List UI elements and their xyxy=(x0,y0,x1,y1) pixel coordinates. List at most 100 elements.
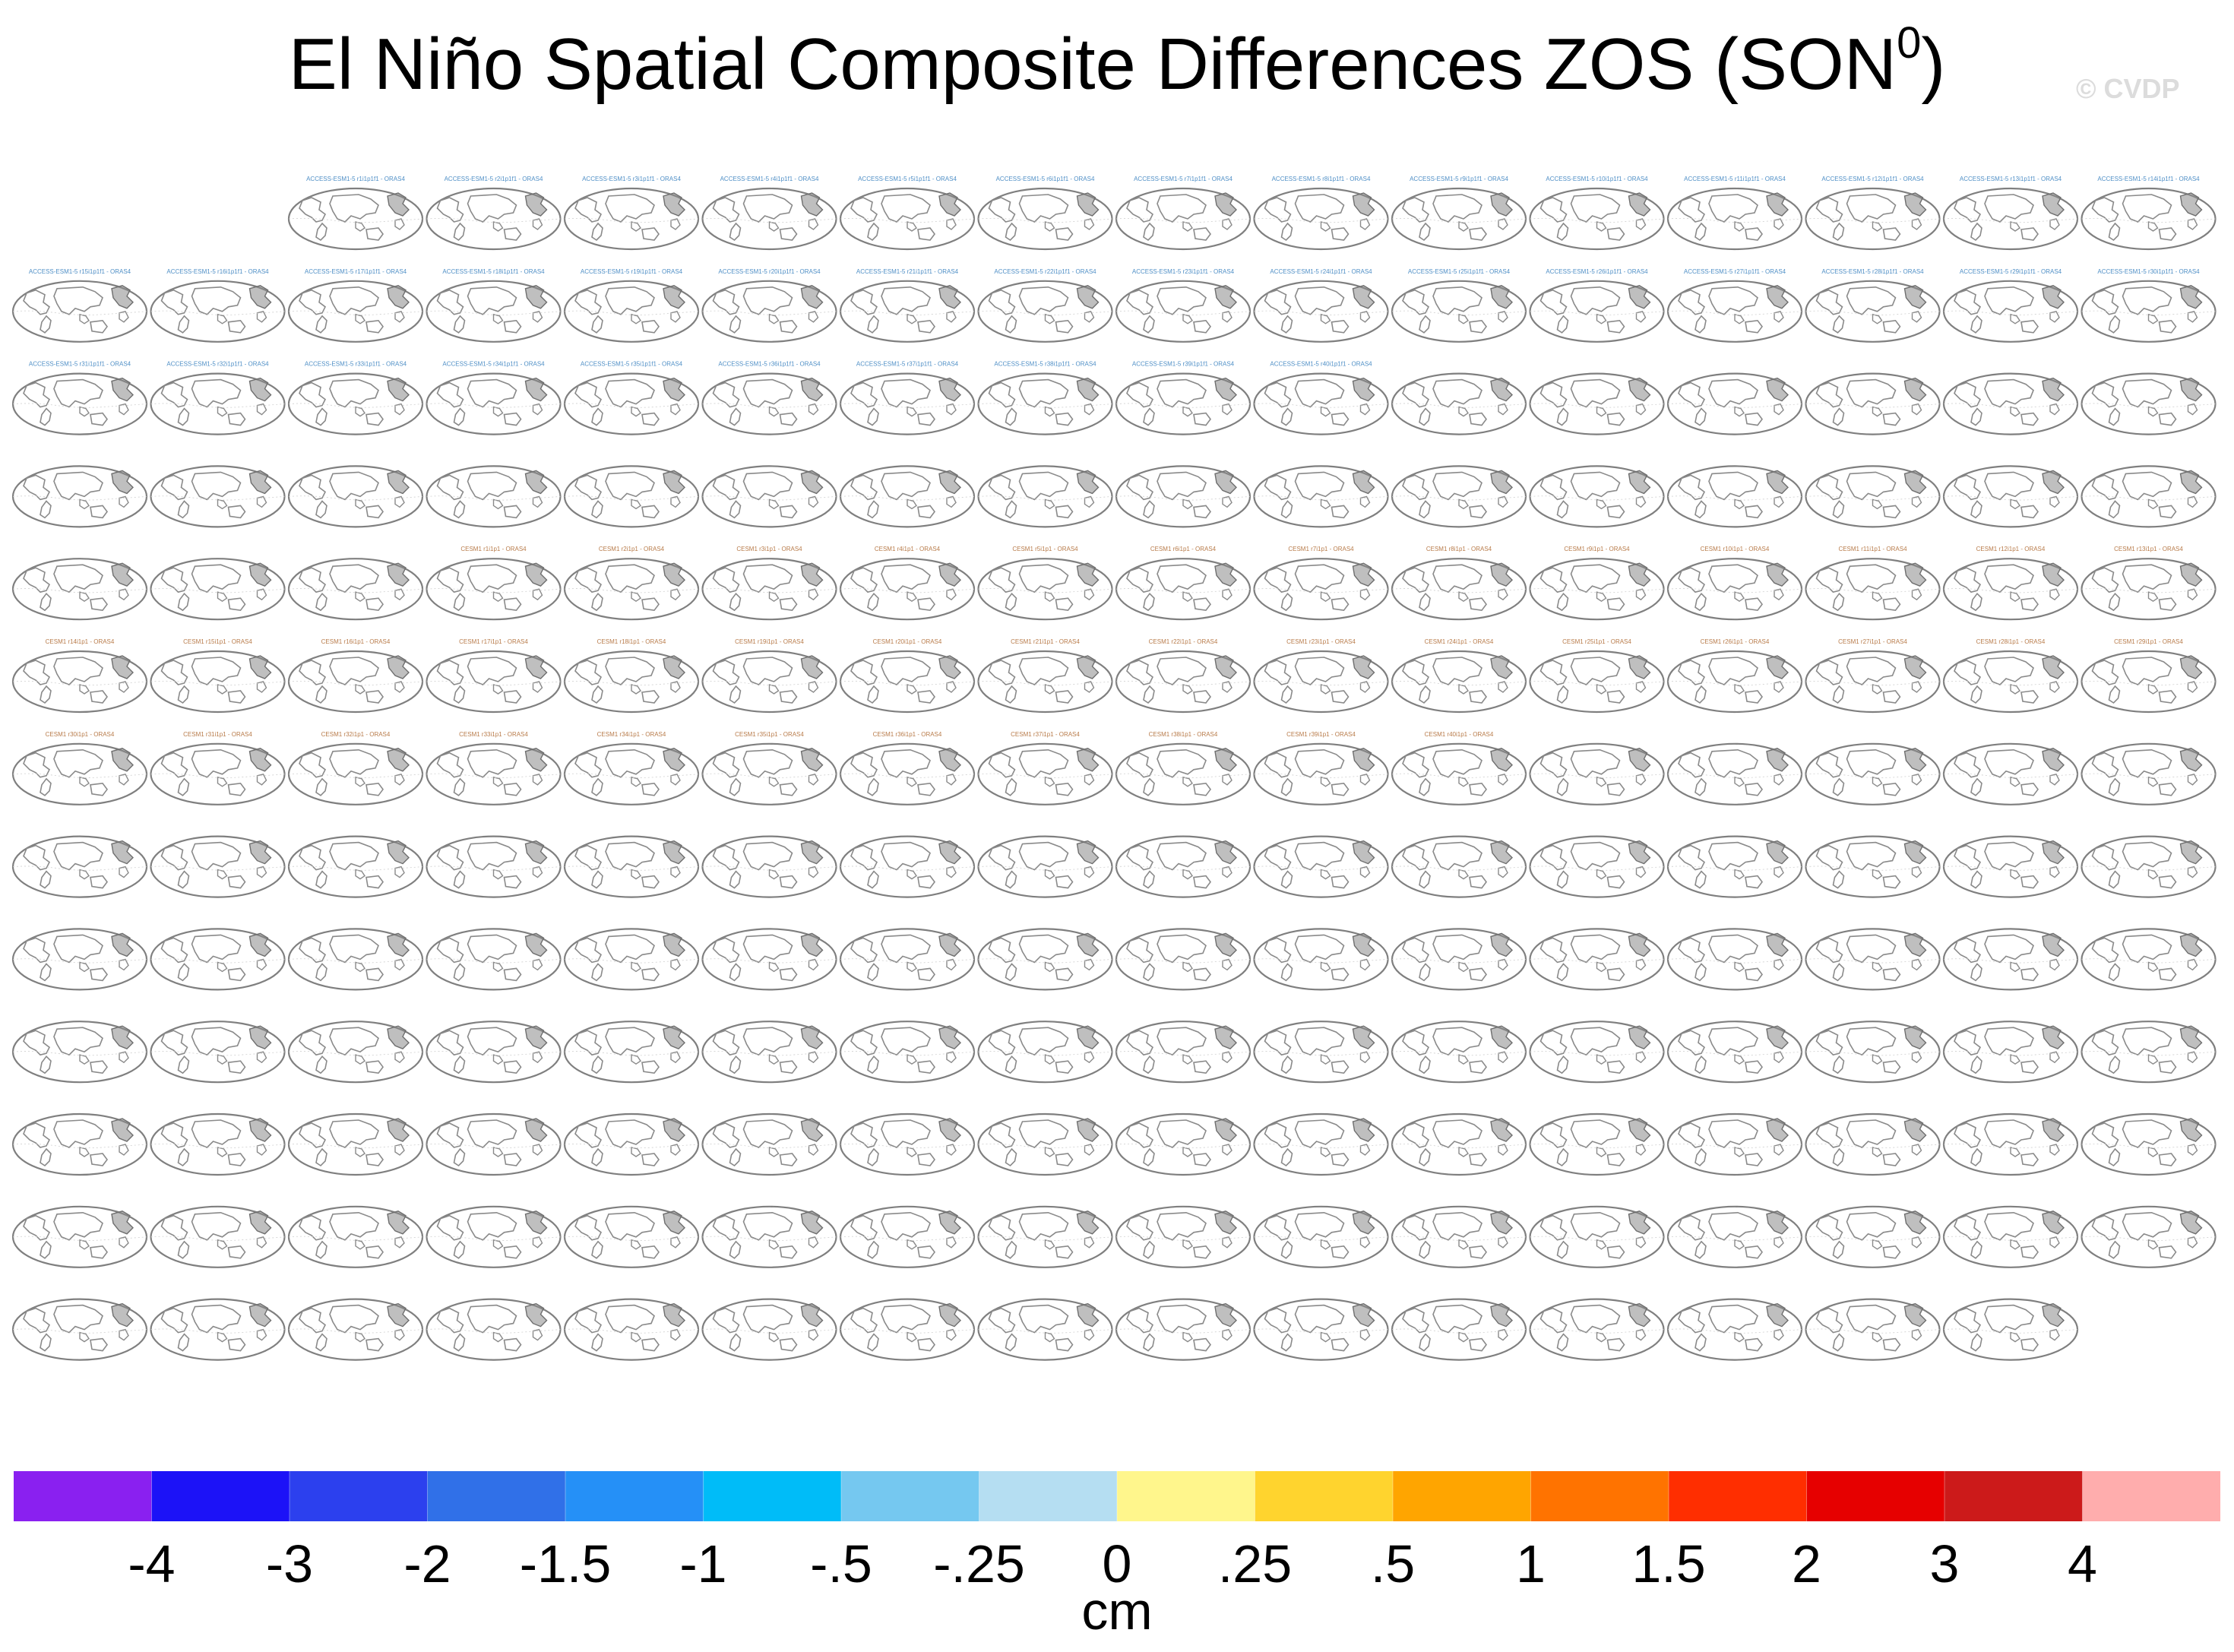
map-panel xyxy=(1391,1298,1527,1361)
map-panel xyxy=(150,1021,286,1084)
world-map-outline xyxy=(1942,1298,2079,1361)
world-map-outline xyxy=(287,928,424,991)
world-map-outline xyxy=(1666,742,1803,805)
world-map-outline xyxy=(701,280,837,343)
map-panel: CESM1 r6i1p1 - ORAS4 xyxy=(1115,546,1251,621)
panel-label: ACCESS-ESM1-5 r24i1p1f1 - ORAS4 xyxy=(1270,268,1372,275)
panel-label: CESM1 r39i1p1 - ORAS4 xyxy=(1286,731,1356,738)
map-panel xyxy=(563,1021,700,1084)
world-map-outline xyxy=(11,650,148,714)
world-map-outline xyxy=(1666,558,1803,621)
world-map-outline xyxy=(1253,1112,1389,1176)
map-panel xyxy=(1115,1021,1251,1084)
map-panel xyxy=(977,465,1113,528)
colorbar-bin xyxy=(1255,1471,1394,1521)
world-map-outline xyxy=(839,1298,976,1361)
world-map-outline xyxy=(1666,1021,1803,1084)
panel-label: ACCESS-ESM1-5 r36i1p1f1 - ORAS4 xyxy=(718,361,821,368)
map-panel xyxy=(426,1298,562,1361)
map-panel xyxy=(563,928,700,991)
map-panel xyxy=(701,835,837,898)
map-panel xyxy=(1666,1021,1803,1084)
map-panel: CESM1 r30i1p1 - ORAS4 xyxy=(11,731,148,805)
map-panel xyxy=(11,928,148,991)
world-map-outline xyxy=(1529,465,1665,528)
map-panel xyxy=(839,1298,976,1361)
map-panel: ACCESS-ESM1-5 r3i1p1f1 - ORAS4 xyxy=(563,176,700,251)
map-panel xyxy=(1529,1021,1665,1084)
map-panel xyxy=(1253,1298,1389,1361)
world-map-outline xyxy=(1253,1021,1389,1084)
world-map-outline xyxy=(150,465,286,528)
world-map-outline xyxy=(11,1112,148,1176)
world-map-outline xyxy=(1529,1112,1665,1176)
map-panel xyxy=(150,465,286,528)
world-map-outline xyxy=(1529,1021,1665,1084)
world-map-outline xyxy=(839,558,976,621)
world-map-outline xyxy=(2081,187,2217,251)
map-panel xyxy=(1391,372,1527,435)
map-panel: CESM1 r31i1p1 - ORAS4 xyxy=(150,731,286,805)
map-panel: CESM1 r32i1p1 - ORAS4 xyxy=(287,731,424,805)
world-map-outline xyxy=(1391,1021,1527,1084)
world-map-outline xyxy=(287,465,424,528)
map-panel: CESM1 r38i1p1 - ORAS4 xyxy=(1115,731,1251,805)
title-superscript: 0 xyxy=(1897,18,1922,68)
panel-row: ACCESS-ESM1-5 r31i1p1f1 - ORAS4 ACCESS-ES… xyxy=(11,361,2217,435)
world-map-outline xyxy=(1391,1298,1527,1361)
map-panel: ACCESS-ESM1-5 r39i1p1f1 - ORAS4 xyxy=(1115,361,1251,435)
colorbar-tick-label: 4 xyxy=(2068,1534,2097,1593)
world-map-outline xyxy=(1942,372,2079,435)
world-map-outline xyxy=(1253,1298,1389,1361)
world-map-outline xyxy=(1805,835,1941,898)
map-panel xyxy=(1942,1112,2079,1176)
panel-row xyxy=(11,465,2217,528)
world-map-outline xyxy=(1942,835,2079,898)
world-map-outline xyxy=(150,1298,286,1361)
world-map-outline xyxy=(977,835,1113,898)
colorbar-units: cm xyxy=(1081,1581,1153,1641)
world-map-outline xyxy=(11,372,148,435)
map-panel: CESM1 r21i1p1 - ORAS4 xyxy=(977,638,1113,714)
map-panel xyxy=(426,928,562,991)
world-map-outline xyxy=(1391,187,1527,251)
map-panel xyxy=(287,465,424,528)
world-map-outline xyxy=(287,372,424,435)
map-panel xyxy=(1391,928,1527,991)
colorbar-tick-label: 3 xyxy=(1929,1534,1960,1593)
colorbar-bin xyxy=(1393,1471,1531,1521)
map-panel: ACCESS-ESM1-5 r27i1p1f1 - ORAS4 xyxy=(1666,268,1803,343)
panel-label: ACCESS-ESM1-5 r19i1p1f1 - ORAS4 xyxy=(581,268,683,275)
world-map-outline xyxy=(839,1205,976,1268)
map-panel xyxy=(1529,1298,1665,1361)
map-panel: CESM1 r18i1p1 - ORAS4 xyxy=(563,638,700,714)
world-map-outline xyxy=(1805,650,1941,714)
world-map-outline xyxy=(1805,372,1941,435)
world-map-outline xyxy=(1115,928,1251,991)
map-panel xyxy=(1942,928,2079,991)
world-map-outline xyxy=(839,742,976,805)
map-panel: CESM1 r13i1p1 - ORAS4 xyxy=(2081,546,2217,621)
world-map-outline xyxy=(11,1298,148,1361)
colorbar-tick-label: -3 xyxy=(265,1534,314,1593)
world-map-outline xyxy=(563,742,700,805)
colorbar-tick-label: -2 xyxy=(403,1534,451,1593)
map-panel xyxy=(1253,1112,1389,1176)
watermark: © CVDP xyxy=(2076,73,2180,104)
world-map-outline xyxy=(426,928,562,991)
panel-label: ACCESS-ESM1-5 r38i1p1f1 - ORAS4 xyxy=(994,361,1096,368)
map-panel: ACCESS-ESM1-5 r2i1p1f1 - ORAS4 xyxy=(426,176,562,251)
map-panel xyxy=(701,928,837,991)
world-map-outline xyxy=(11,558,148,621)
panel-label: ACCESS-ESM1-5 r31i1p1f1 - ORAS4 xyxy=(29,361,131,368)
map-panel xyxy=(839,1021,976,1084)
panel-label: CESM1 r31i1p1 - ORAS4 xyxy=(183,731,252,738)
world-map-outline xyxy=(287,1298,424,1361)
map-panel xyxy=(839,1205,976,1268)
map-panel xyxy=(11,1205,148,1268)
map-panel: ACCESS-ESM1-5 r32i1p1f1 - ORAS4 xyxy=(150,361,286,435)
map-panel: CESM1 r15i1p1 - ORAS4 xyxy=(150,638,286,714)
map-panel xyxy=(426,465,562,528)
map-panel xyxy=(1529,835,1665,898)
world-map-outline xyxy=(1115,187,1251,251)
